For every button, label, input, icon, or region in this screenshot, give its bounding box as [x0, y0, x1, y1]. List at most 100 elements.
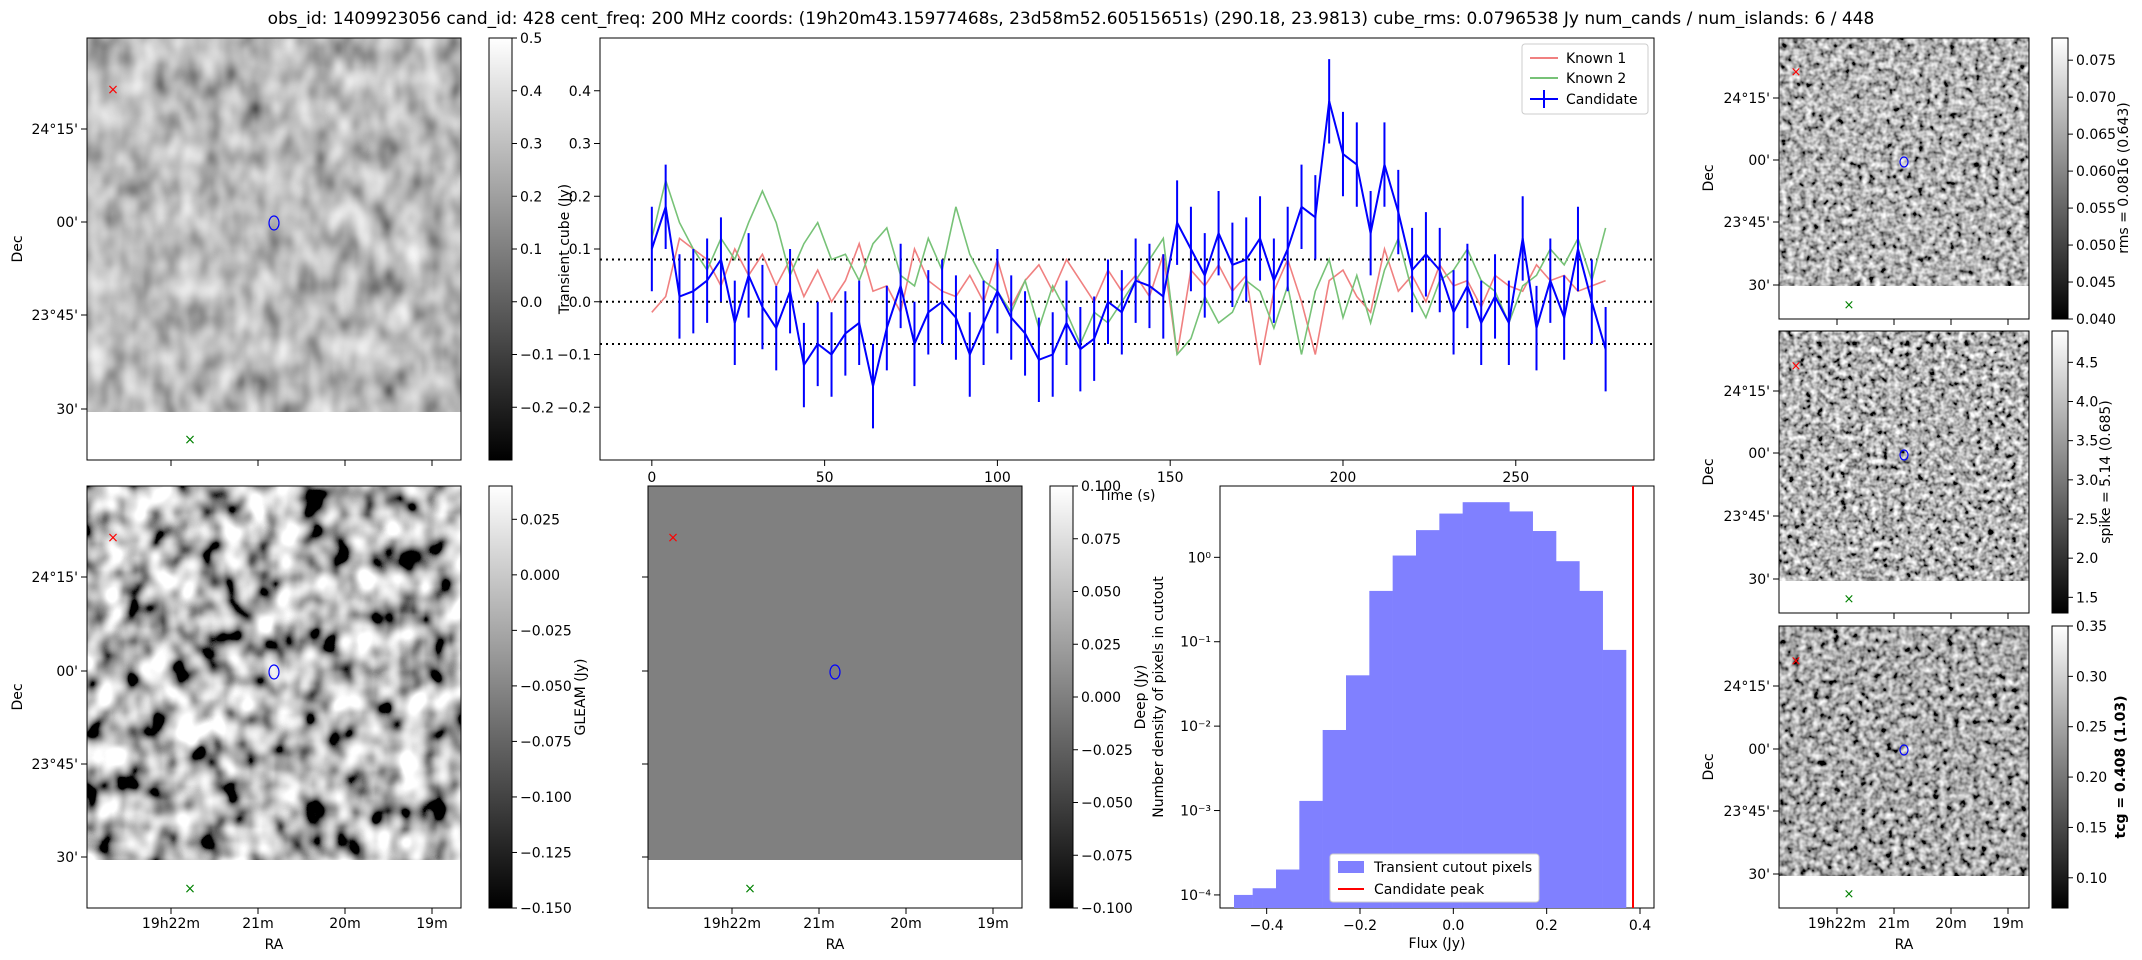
histogram-xlabel: Flux (Jy) [1409, 936, 1466, 952]
x-tick-label: 50 [816, 470, 834, 486]
dec-axis-label: Dec [10, 235, 26, 262]
red-x-marker-icon: × [1791, 654, 1802, 669]
colorbar-tick-label: 0.040 [2076, 312, 2116, 328]
colorbar-tick-label: 0.0 [520, 295, 542, 311]
transient-map-panel: × × 24°15' 00' 23°45' 30' Dec [10, 37, 462, 466]
dec-tick-label: 00' [1748, 153, 1770, 169]
colorbar-tick-label: 3.0 [2076, 473, 2098, 489]
dec-tick-label: 30' [1748, 278, 1770, 294]
colorbar-tick-label: 0.1 [520, 242, 542, 258]
green-x-marker-icon: × [744, 881, 756, 897]
red-x-marker-icon: × [667, 530, 679, 546]
colorbar-tick-label: −0.075 [1081, 848, 1133, 864]
colorbar-tick-label: 0.000 [1081, 690, 1121, 706]
x-tick-label: 100 [984, 470, 1011, 486]
colorbar-tick-label: 4.5 [2076, 355, 2098, 371]
colorbar-tick-label: 0.070 [2076, 90, 2116, 106]
histogram-bar [1509, 511, 1533, 908]
ra-tick-label: 20m [1935, 916, 1966, 932]
transient-colorbar: 0.5 0.4 0.3 0.2 0.1 0.0 −0.1 −0.2 Transient cub… [488, 31, 573, 461]
histogram-ylabel: Number density of pixels in cutout [1151, 576, 1167, 818]
transient-frame [86, 37, 462, 461]
y-tick-label: −0.2 [557, 400, 591, 416]
colorbar-tick-label: 0.025 [520, 512, 560, 528]
rms-map-panel: × × 24°15' 00' 23°45' 30' Dec [1701, 37, 2030, 325]
svg-text:×: × [1844, 298, 1855, 313]
y-tick-label: 10⁻³ [1180, 804, 1211, 820]
histogram-legend: Transient cutout pixels Candidate peak [1329, 853, 1540, 903]
colorbar-tick-label: 0.100 [1081, 479, 1121, 495]
y-tick-label: 10⁻⁴ [1180, 888, 1211, 904]
colorbar-tick-label: 0.35 [2076, 619, 2107, 635]
x-tick-label: 0.4 [1629, 918, 1651, 934]
histogram-bar [1462, 502, 1487, 908]
colorbar-tick-label: 0.055 [2076, 201, 2116, 217]
dec-tick-label: 23°45' [32, 308, 78, 324]
colorbar-tick-label: 0.15 [2076, 820, 2107, 836]
ra-tick-label: 21m [242, 916, 273, 932]
histogram-bar [1234, 894, 1253, 908]
deep-colorbar-label: Deep (Jy) [1133, 665, 1149, 730]
candidate-series-line [650, 101, 1607, 387]
colorbar-tick-label: 0.075 [2076, 53, 2116, 69]
svg-text:×: × [1791, 359, 1802, 374]
dec-tick-label: 24°15' [32, 122, 78, 138]
colorbar-tick-label: 0.30 [2076, 669, 2107, 685]
dec-tick-label: 00' [1748, 446, 1770, 462]
deep-map-panel: × × 19h22m 21m 20m 19m RA [642, 485, 1023, 953]
colorbar-tick-label: 0.10 [2076, 871, 2107, 887]
dec-tick-label: 30' [56, 402, 78, 418]
x-tick-label: 150 [1157, 470, 1184, 486]
gleam-colorbar-label: GLEAM (Jy) [573, 659, 589, 736]
histogram-bar [1439, 513, 1463, 908]
x-tick-label: 0.0 [1442, 918, 1464, 934]
y-tick-label: 0.1 [569, 242, 591, 258]
histogram-bar [1392, 555, 1417, 908]
colorbar-tick-label: 0.2 [520, 189, 542, 205]
ra-tick-label: 19h22m [142, 916, 200, 932]
colorbar-tick-label: 0.20 [2076, 770, 2107, 786]
legend-transient-pixels: Transient cutout pixels [1373, 860, 1532, 876]
colorbar-tick-label: −0.025 [1081, 743, 1133, 759]
colorbar-tick-label: 0.050 [2076, 238, 2116, 254]
lightcurve-legend: Known 1 Known 2 Candidate [1521, 43, 1649, 115]
colorbar-tick-label: 0.045 [2076, 275, 2116, 291]
histogram-bar [1602, 649, 1627, 908]
red-x-marker-icon: × [107, 530, 119, 546]
deep-image [648, 486, 1022, 860]
svg-text:×: × [667, 530, 679, 546]
colorbar-tick-label: 0.065 [2076, 127, 2116, 143]
deep-frame [647, 485, 1023, 909]
dec-tick-label: 00' [56, 215, 78, 231]
histogram-bar [1346, 675, 1370, 908]
histogram-bar [1252, 888, 1277, 908]
histogram-bar [1369, 590, 1393, 908]
ra-tick-label: 19m [977, 916, 1008, 932]
gleam-colorbar: 0.025 0.000 −0.025 −0.050 −0.075 −0.100 −0.125… [488, 485, 589, 917]
y-tick-label: 0.4 [569, 84, 591, 100]
green-x-marker-icon: × [1844, 298, 1855, 313]
candidate-contour-icon [268, 664, 280, 680]
dec-axis-label: Dec [1701, 458, 1717, 485]
lightcurve-panel: 0 50 100 150 200 250 −0.2−0.10.00.10.20.30.4 … [557, 37, 1655, 504]
ra-tick-label: 19h22m [703, 916, 761, 932]
candidate-contour-icon [1899, 744, 1909, 756]
gleam-map-panel: × × 24°15' 00' 23°45' 30' Dec 19h22m 21m… [10, 485, 462, 953]
colorbar-tick-label: 0.075 [1081, 532, 1121, 548]
ra-tick-label: 19h22m [1808, 916, 1866, 932]
rms-blank-area [1779, 286, 2029, 319]
colorbar-tick-label: −0.075 [520, 734, 572, 750]
tcg-blank-area [1779, 876, 2029, 908]
green-x-marker-icon: × [184, 881, 196, 897]
deep-blank-area [648, 860, 1022, 908]
x-tick-label: 0 [647, 470, 656, 486]
transient-blank-area [87, 412, 461, 460]
lightcurve-frame [599, 37, 1655, 461]
colorbar-tick-label: −0.050 [1081, 796, 1133, 812]
legend-known2: Known 2 [1566, 71, 1626, 87]
dec-tick-label: 30' [1748, 572, 1770, 588]
dec-tick-label: 24°15' [1724, 679, 1770, 695]
svg-text:×: × [107, 82, 119, 98]
transient-colorbar-label: Transient cube (Jy) [557, 184, 573, 315]
